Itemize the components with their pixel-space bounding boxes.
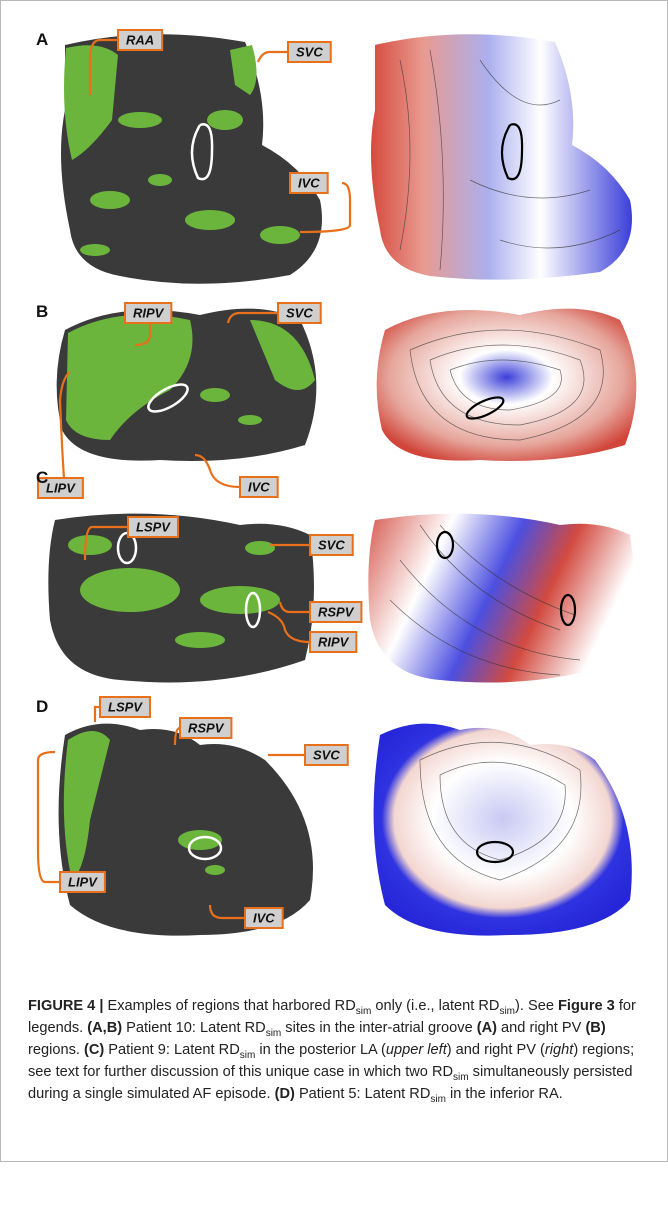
label-text: RIPV (133, 305, 165, 320)
caption-text: ) and right PV ( (447, 1042, 545, 1058)
region-label: LSPV (100, 697, 150, 717)
caption-text: FIGURE 4 | (28, 998, 103, 1014)
label-text: SVC (313, 747, 340, 762)
region-label: SVC (278, 303, 321, 323)
caption-text: Patient 10: Latent RD (122, 1020, 266, 1036)
region-label: RSPV (180, 718, 231, 738)
panel-letter: A (36, 30, 48, 49)
caption-subscript: sim (430, 1094, 446, 1105)
panel-letter: C (36, 468, 48, 487)
region-label: RIPV (310, 632, 356, 652)
region-label: SVC (288, 42, 331, 62)
label-text: IVC (248, 479, 270, 494)
label-text: LIPV (68, 874, 98, 889)
region-label: RIPV (125, 303, 171, 323)
caption-subscript: sim (453, 1072, 469, 1083)
caption-text: in the inferior RA. (446, 1086, 563, 1102)
caption-text: only (i.e., latent RD (371, 998, 499, 1014)
caption-text: Figure 3 (558, 998, 615, 1014)
label-text: LIPV (46, 480, 76, 495)
caption-text: ). See (515, 998, 558, 1014)
caption-text: (A) (477, 1020, 497, 1036)
region-label: IVC (240, 477, 278, 497)
panel-letter: B (36, 302, 48, 321)
caption-text: (D) (275, 1086, 295, 1102)
page: {"panels":[ {"letter":"A","labels":["RAA… (0, 0, 668, 1209)
caption-text: upper left (386, 1042, 447, 1058)
caption-subscript: sim (356, 1006, 372, 1017)
region-label: SVC (310, 535, 353, 555)
label-text: LSPV (136, 519, 171, 534)
label-text: LSPV (108, 699, 143, 714)
figure: RAA SVC IVC RIPV SVC LIPV IVC LSPV SVC RSPV RIPV LS… (0, 0, 668, 990)
region-label: LSPV (128, 517, 178, 537)
label-text: SVC (318, 537, 345, 552)
caption-text: in the posterior LA ( (255, 1042, 386, 1058)
caption-text: regions. (28, 1042, 84, 1058)
caption-text: (B) (585, 1020, 605, 1036)
label-text: IVC (253, 910, 275, 925)
caption-text: right (545, 1042, 573, 1058)
label-text: IVC (298, 175, 320, 190)
caption-text: (C) (84, 1042, 104, 1058)
panel-letter: D (36, 697, 48, 716)
label-text: SVC (296, 44, 323, 59)
caption-subscript: sim (499, 1006, 515, 1017)
caption-text: sites in the inter-atrial groove (281, 1020, 476, 1036)
caption-text: Examples of regions that harbored RD (103, 998, 355, 1014)
caption-text: Patient 9: Latent RD (104, 1042, 239, 1058)
label-text: RIPV (318, 634, 350, 649)
region-label: IVC (290, 173, 328, 193)
leader-line (258, 52, 288, 62)
leader-line (38, 752, 60, 882)
region-label: LIPV (60, 872, 105, 892)
caption-subscript: sim (266, 1028, 282, 1039)
label-text: RAA (126, 32, 154, 47)
label-text: SVC (286, 305, 313, 320)
caption-text: Patient 5: Latent RD (295, 1086, 430, 1102)
label-text: RSPV (188, 720, 225, 735)
region-label: RSPV (310, 602, 361, 622)
label-text: RSPV (318, 604, 355, 619)
region-label: SVC (305, 745, 348, 765)
caption-text: and right PV (497, 1020, 585, 1036)
caption-text: (A,B) (87, 1020, 122, 1036)
figure-caption: FIGURE 4 | Examples of regions that harb… (28, 995, 640, 1105)
caption-subscript: sim (240, 1050, 256, 1061)
region-label: RAA (118, 30, 162, 50)
region-label: IVC (245, 908, 283, 928)
